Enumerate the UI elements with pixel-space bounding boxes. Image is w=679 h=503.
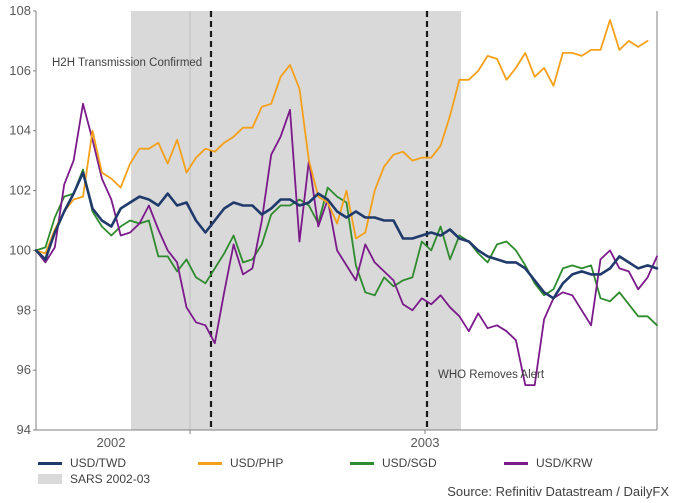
series-lines bbox=[34, 19, 659, 387]
annotation-who-removes-alert: WHO Removes Alert bbox=[438, 369, 545, 381]
y-axis-tick-labels: 94 96 98 100 102 104 106 108 bbox=[9, 3, 31, 437]
legend-label-usd-twd: USD/TWD bbox=[70, 456, 126, 470]
legend-swatch-usd-sgd bbox=[350, 461, 374, 465]
legend-label-sars: SARS 2002-03 bbox=[70, 472, 151, 486]
series-line-usd-php bbox=[35, 19, 649, 255]
legend-label-usd-sgd: USD/SGD bbox=[382, 456, 437, 470]
legend-label-usd-krw: USD/KRW bbox=[536, 456, 593, 470]
legend-item-usd-sgd: USD/SGD bbox=[350, 456, 437, 470]
legend-item-usd-krw: USD/KRW bbox=[504, 456, 592, 470]
legend-swatch-usd-php bbox=[198, 461, 222, 465]
source-note: Source: Refinitiv Datastream / DailyFX bbox=[447, 484, 669, 499]
legend-swatch-sars bbox=[38, 474, 62, 484]
y-tick-label: 106 bbox=[9, 63, 31, 78]
y-tick-label: 104 bbox=[9, 123, 31, 138]
sars-shaded-region bbox=[131, 11, 461, 430]
annotation-h2h-transmission: H2H Transmission Confirmed bbox=[52, 57, 202, 69]
y-tick-label: 98 bbox=[17, 302, 31, 317]
legend: USD/TWD USD/PHP USD/SGD USD/KRW SARS 200… bbox=[38, 456, 658, 486]
y-tick-label: 108 bbox=[9, 3, 31, 18]
x-tick-label: 2002 bbox=[97, 435, 126, 450]
x-tick-label: 2003 bbox=[411, 435, 440, 450]
legend-item-sars: SARS 2002-03 bbox=[38, 472, 150, 486]
series-line-usd-twd bbox=[34, 171, 659, 300]
legend-swatch-usd-krw bbox=[504, 461, 528, 465]
sars-shaded-region-layer bbox=[131, 11, 461, 430]
y-tick-label: 94 bbox=[17, 422, 31, 437]
y-tick-label: 100 bbox=[9, 242, 31, 257]
y-tick-label: 96 bbox=[17, 362, 31, 377]
legend-swatch-usd-twd bbox=[38, 461, 62, 465]
legend-item-usd-twd: USD/TWD bbox=[38, 456, 126, 470]
x-axis-tick-labels: 2002 2003 bbox=[97, 435, 440, 450]
y-tick-label: 102 bbox=[9, 183, 31, 198]
legend-item-usd-php: USD/PHP bbox=[198, 456, 283, 470]
legend-label-usd-php: USD/PHP bbox=[230, 456, 284, 470]
axes-layer bbox=[33, 10, 658, 434]
